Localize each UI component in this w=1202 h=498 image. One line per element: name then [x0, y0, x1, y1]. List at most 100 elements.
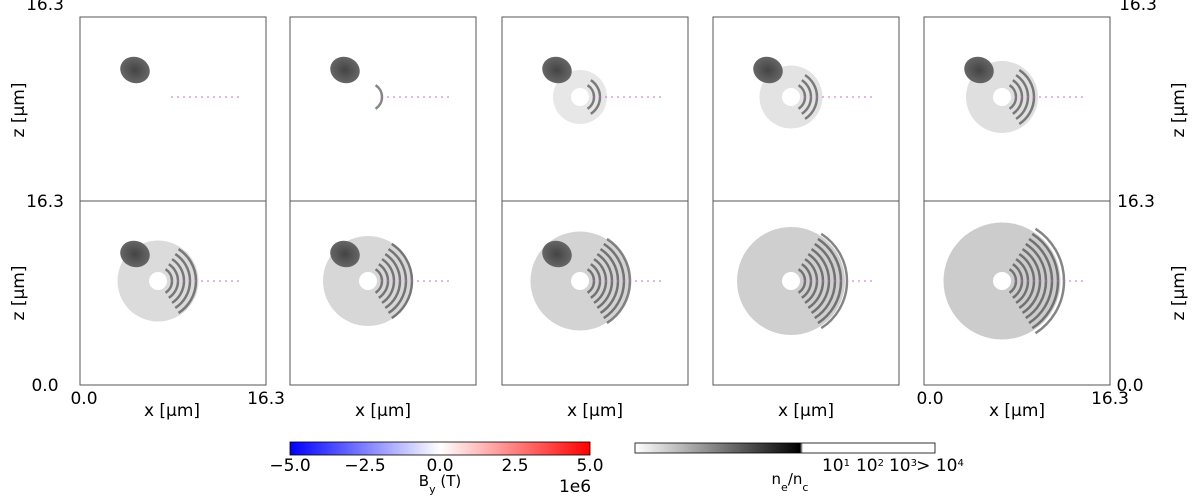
laser [846, 280, 848, 282]
laser [411, 96, 413, 98]
laser [834, 280, 836, 282]
laser [1069, 96, 1071, 98]
laser [189, 96, 191, 98]
laser [1057, 280, 1059, 282]
tick-prefix: > [916, 456, 936, 476]
right-tick: 16.3 [1119, 0, 1157, 15]
laser [593, 96, 595, 98]
laser [828, 280, 830, 282]
left-label: z [µm] [9, 266, 29, 321]
laser [870, 280, 872, 282]
laser [828, 96, 830, 98]
laser [617, 280, 619, 282]
laser [1063, 280, 1065, 282]
laser [447, 96, 449, 98]
laser [659, 96, 661, 98]
bottom-label: x [µm] [355, 401, 411, 421]
laser [423, 96, 425, 98]
label-sub: e [781, 481, 788, 494]
laser [858, 96, 860, 98]
laser [405, 96, 407, 98]
tick-base: 10 [889, 456, 911, 476]
laser [816, 96, 818, 98]
laser [171, 280, 173, 282]
laser [231, 96, 233, 98]
laser [623, 280, 625, 282]
laser [207, 280, 209, 282]
laser [219, 280, 221, 282]
laser [177, 96, 179, 98]
laser [195, 280, 197, 282]
laser [171, 96, 173, 98]
laser [189, 280, 191, 282]
target [753, 56, 783, 84]
hole [571, 88, 589, 106]
laser [1021, 96, 1023, 98]
laser [647, 280, 649, 282]
laser [864, 280, 866, 282]
laser [1075, 96, 1077, 98]
right-label: z [µm] [1169, 83, 1189, 138]
left-tick: 16.3 [26, 192, 64, 212]
laser [213, 280, 215, 282]
laser [1015, 96, 1017, 98]
laser [1063, 96, 1065, 98]
label-main: n [772, 470, 782, 488]
laser [840, 280, 842, 282]
laser [411, 280, 413, 282]
bottom-label: x [µm] [989, 401, 1045, 421]
laser [381, 280, 383, 282]
right-tick: 16.3 [1117, 192, 1155, 212]
label-rest: (T) [436, 472, 462, 490]
laser [387, 96, 389, 98]
laser [605, 280, 607, 282]
laser [237, 96, 239, 98]
laser [213, 96, 215, 98]
panel-frame [79, 16, 267, 202]
laser [1033, 280, 1035, 282]
laser [822, 96, 824, 98]
laser [852, 280, 854, 282]
laser [629, 280, 631, 282]
bottom-tick: 16.3 [1091, 389, 1129, 409]
laser [231, 280, 233, 282]
laser [629, 96, 631, 98]
laser [822, 280, 824, 282]
tick-base: 10 [856, 456, 878, 476]
laser [605, 96, 607, 98]
laser [399, 280, 401, 282]
target [330, 240, 360, 268]
laser [623, 96, 625, 98]
laser [1021, 280, 1023, 282]
label-sub: c [802, 481, 808, 494]
laser [641, 280, 643, 282]
laser [611, 96, 613, 98]
laser [417, 96, 419, 98]
laser [405, 280, 407, 282]
target [542, 240, 572, 268]
laser [840, 96, 842, 98]
laser [177, 280, 179, 282]
label-rest: /n [788, 470, 803, 488]
panel-frame [289, 16, 477, 202]
laser [1039, 96, 1041, 98]
laser [810, 96, 812, 98]
colorbar-tick: > 104 [916, 456, 964, 476]
tick-base: 10 [936, 456, 958, 476]
colorbar-tick: −5.0 [269, 456, 310, 476]
tick-base: 10 [822, 456, 844, 476]
laser [1081, 96, 1083, 98]
colorbar-label: By (T) [419, 472, 461, 496]
laser [201, 96, 203, 98]
colorbar-tick: −2.5 [344, 456, 385, 476]
bottom-label: x [µm] [567, 401, 623, 421]
laser [381, 96, 383, 98]
laser [635, 280, 637, 282]
laser [593, 280, 595, 282]
laser [435, 280, 437, 282]
laser [399, 96, 401, 98]
bottom-tick: 0.0 [70, 389, 97, 409]
laser [846, 96, 848, 98]
laser [417, 280, 419, 282]
